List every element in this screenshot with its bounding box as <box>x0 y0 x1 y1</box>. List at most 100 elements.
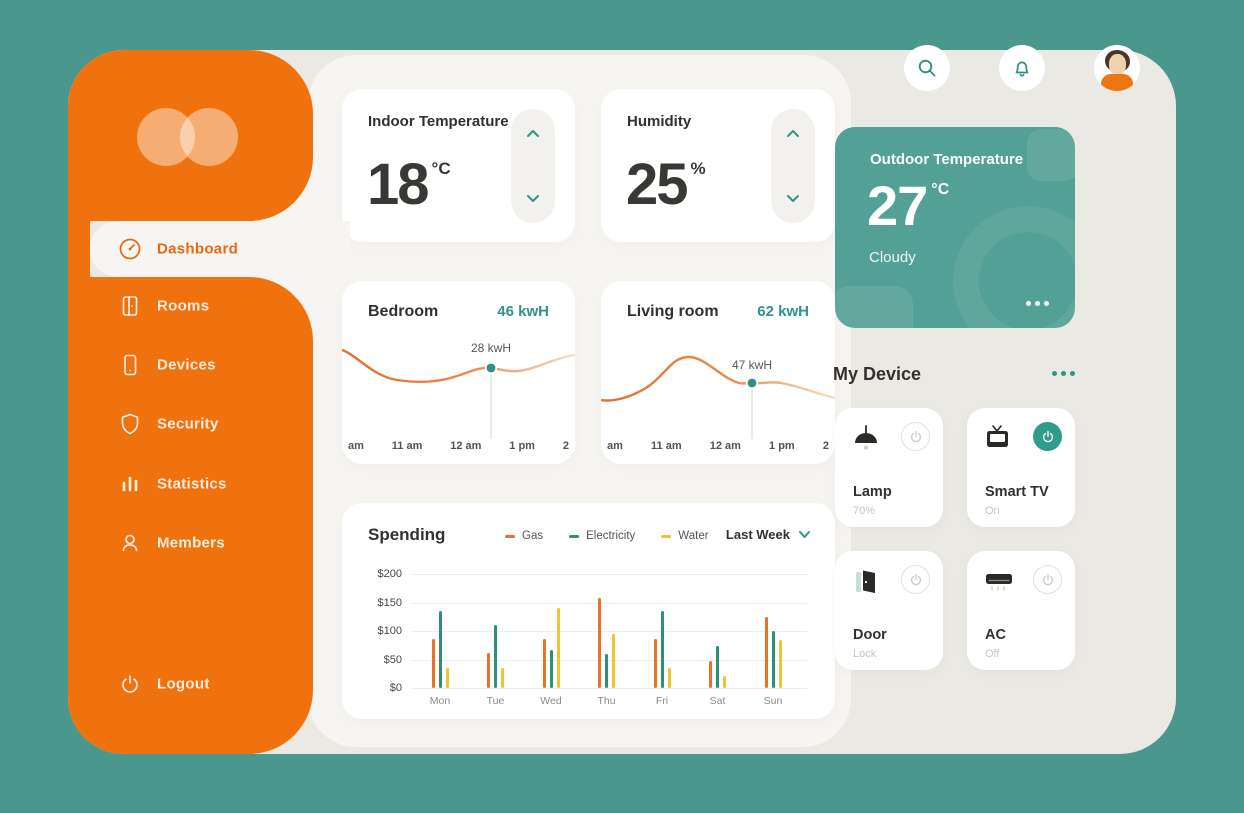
living-room-usage-card: Living room 62 kwH 47 kwH am 11 am 12 am 1 … <box>601 281 835 464</box>
power-toggle[interactable] <box>1033 422 1062 451</box>
x-tick-label: Thu <box>597 695 616 707</box>
sidebar-item-label: Security <box>157 415 219 433</box>
bar-group-thu <box>587 574 627 688</box>
gas-legend-swatch <box>505 534 515 538</box>
electricity-bar[interactable] <box>660 611 664 688</box>
sidebar-item-statistics[interactable]: Statistics <box>68 456 313 512</box>
y-tick-label: $100 <box>377 625 402 637</box>
spending-plot: $200 $150 $100 $50 $0 Mon Tue Wed Thu Fri Sat Sun <box>366 559 811 709</box>
power-toggle[interactable] <box>901 565 930 594</box>
range-label: Last Week <box>725 527 790 542</box>
bedroom-marker-dot[interactable] <box>485 361 498 374</box>
weather-condition: Cloudy <box>869 249 916 266</box>
electricity-bar[interactable] <box>605 653 608 688</box>
x-tick-label: 1 pm <box>509 440 535 452</box>
device-card-ac[interactable]: AC Off <box>967 551 1075 670</box>
power-toggle[interactable] <box>901 422 930 451</box>
gas-bar[interactable] <box>598 597 601 688</box>
x-tick-label: am <box>348 440 364 452</box>
outdoor-menu-dots[interactable] <box>1026 301 1049 306</box>
card-title: Outdoor Temperature <box>870 151 1024 168</box>
electricity-bar[interactable] <box>771 631 775 688</box>
bar-group-wed <box>531 574 571 688</box>
water-legend-swatch <box>661 534 672 538</box>
bedroom-x-axis: am 11 am 12 am 1 pm 2 <box>342 440 575 452</box>
sidebar-item-devices[interactable]: Devices <box>68 337 313 393</box>
chevron-down-icon[interactable] <box>526 194 540 203</box>
sidebar-item-label: Devices <box>157 356 216 374</box>
outdoor-temperature-card: Outdoor Temperature 27 °C Cloudy <box>835 127 1075 328</box>
bedroom-marker-value: 28 kwH <box>470 341 511 355</box>
electricity-bar[interactable] <box>494 625 497 688</box>
chevron-down-icon[interactable] <box>786 194 800 203</box>
sidebar-item-rooms[interactable]: Rooms <box>68 278 313 334</box>
power-toggle[interactable] <box>1033 565 1062 594</box>
indoor-temperature-card: Indoor Temperature 18 °C <box>342 89 575 242</box>
sidebar-bottom-shape <box>68 277 313 754</box>
my-device-menu-dots[interactable] <box>1052 371 1075 376</box>
sidebar-item-logout[interactable]: Logout <box>68 656 313 712</box>
gridline <box>412 688 807 689</box>
my-device-heading: My Device <box>833 364 922 384</box>
gridline <box>412 631 807 632</box>
water-bar[interactable] <box>723 676 726 688</box>
water-bar[interactable] <box>445 668 449 688</box>
x-tick-label: 1 pm <box>769 440 795 452</box>
sidebar-item-label: Rooms <box>157 297 210 315</box>
water-bar[interactable] <box>667 668 671 688</box>
card-title: Spending <box>368 525 446 544</box>
water-bar[interactable] <box>556 608 560 688</box>
chevron-up-icon[interactable] <box>786 129 800 138</box>
gas-bar[interactable] <box>709 660 712 688</box>
electricity-bar[interactable] <box>438 611 442 688</box>
logo-circle-left <box>137 108 195 166</box>
gas-bar[interactable] <box>764 616 768 688</box>
power-icon <box>1042 430 1053 442</box>
door-icon <box>122 296 138 316</box>
gas-bar[interactable] <box>542 639 546 688</box>
bar-group-fri <box>642 574 682 688</box>
chevron-up-icon[interactable] <box>526 129 540 138</box>
electricity-bar[interactable] <box>716 645 719 688</box>
search-button[interactable] <box>904 45 950 91</box>
x-tick-label: 11 am <box>391 440 423 452</box>
value-number: 25 <box>626 152 688 217</box>
electricity-bar[interactable] <box>549 650 553 688</box>
bar-group-mon <box>420 574 460 688</box>
x-tick-label: Sat <box>709 695 726 707</box>
device-status: On <box>985 505 1000 517</box>
electricity-legend-swatch <box>569 534 580 538</box>
outdoor-temperature-value: 27 °C <box>867 173 949 238</box>
gas-bar[interactable] <box>653 639 657 688</box>
profile-avatar[interactable] <box>1094 45 1140 91</box>
water-bar[interactable] <box>501 668 504 688</box>
device-card-smart-tv[interactable]: Smart TV On <box>967 408 1075 527</box>
device-card-lamp[interactable]: Lamp 70% <box>835 408 943 527</box>
ac-icon <box>986 574 1012 591</box>
device-name: AC <box>985 627 1006 643</box>
sidebar-item-dashboard[interactable]: Dashboard <box>68 221 313 277</box>
spending-card: Spending Gas Electricity Water Last Week… <box>342 503 835 719</box>
value-unit: % <box>690 159 706 178</box>
chevron-down-icon <box>799 531 810 538</box>
water-bar[interactable] <box>612 633 615 688</box>
x-tick-label: 12 am <box>709 440 741 452</box>
water-bar[interactable] <box>778 640 782 688</box>
range-selector[interactable]: Last Week <box>726 527 811 542</box>
device-card-door[interactable]: Door Lock <box>835 551 943 670</box>
notifications-button[interactable] <box>999 45 1045 91</box>
legend-label: Electricity <box>586 530 636 542</box>
door-icon <box>856 570 875 593</box>
bedroom-total-kwh: 46 kwH <box>497 303 549 320</box>
device-name: Lamp <box>853 484 892 500</box>
x-tick-label: 11 am <box>651 440 682 452</box>
power-icon <box>910 573 921 585</box>
avatar-face <box>1109 54 1126 75</box>
sidebar-item-security[interactable]: Security <box>68 396 313 452</box>
gas-bar[interactable] <box>487 653 490 688</box>
gas-bar[interactable] <box>431 639 435 688</box>
living-marker-dot[interactable] <box>746 376 759 389</box>
sidebar-item-members[interactable]: Members <box>68 515 313 571</box>
decor-rounded-square <box>835 286 913 328</box>
smartphone-icon <box>124 354 137 376</box>
